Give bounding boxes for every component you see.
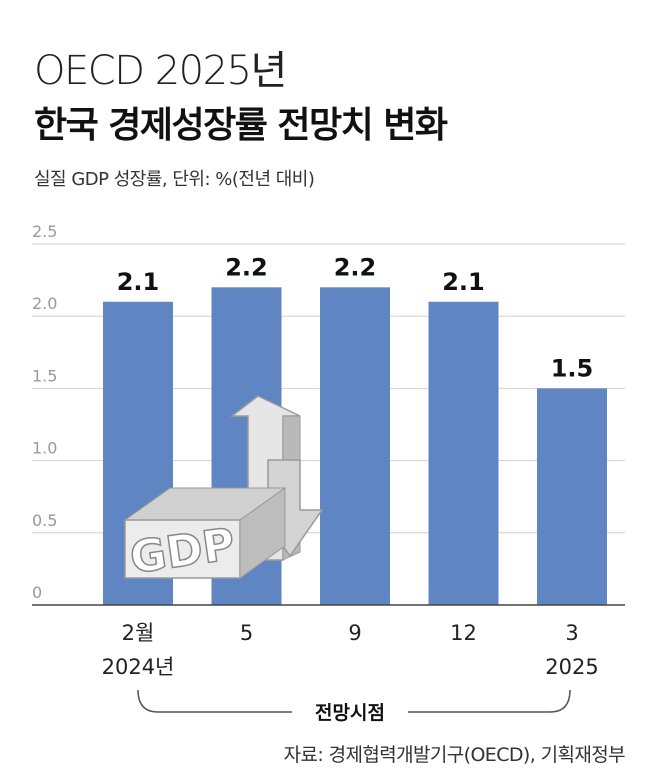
y-axis-tick-labels: 0 0.5 1.0 1.5 2.0 2.5 <box>32 222 57 602</box>
x-axis-title: 전망시점 <box>315 702 385 724</box>
data-label: 2.1 <box>442 268 485 296</box>
chart-title-line1: OECD 2025년 <box>34 48 287 94</box>
data-label: 2.1 <box>117 268 160 296</box>
x-tick-label: 2월 <box>122 621 155 645</box>
source-note: 자료: 경제협력개발기구(OECD), 기획재정부 <box>283 744 626 766</box>
x-tick-label: 3 <box>565 621 578 645</box>
bar <box>428 301 499 605</box>
y-tick-label: 2.0 <box>32 294 57 313</box>
data-labels: 2.1 2.2 2.2 2.1 1.5 <box>117 253 594 382</box>
data-label: 1.5 <box>551 354 594 382</box>
y-tick-label: 1.0 <box>32 439 57 458</box>
x-axis-year-labels: 2024년 2025 <box>102 655 599 679</box>
gdp-arrows-illustration: GDP <box>123 395 324 585</box>
bar <box>537 388 607 605</box>
y-tick-label: 1.5 <box>32 366 57 385</box>
chart-title-line2: 한국 경제성장률 전망치 변화 <box>34 105 448 146</box>
y-tick-label: 0 <box>32 583 42 602</box>
x-tick-label: 5 <box>240 621 253 645</box>
data-label: 2.2 <box>225 253 268 281</box>
chart-subtitle: 실질 GDP 성장률, 단위: %(전년 대비) <box>34 169 315 190</box>
y-tick-label: 2.5 <box>32 222 57 241</box>
data-label: 2.2 <box>334 253 377 281</box>
axis-bracket <box>137 689 571 713</box>
x-tick-label: 9 <box>348 621 361 645</box>
x-year-label: 2025 <box>545 655 598 679</box>
x-year-label: 2024년 <box>102 655 175 679</box>
bar <box>320 287 390 605</box>
y-tick-label: 0.5 <box>32 511 57 530</box>
x-axis-tick-labels: 2월 5 9 12 3 <box>122 621 579 645</box>
x-tick-label: 12 <box>450 621 477 645</box>
